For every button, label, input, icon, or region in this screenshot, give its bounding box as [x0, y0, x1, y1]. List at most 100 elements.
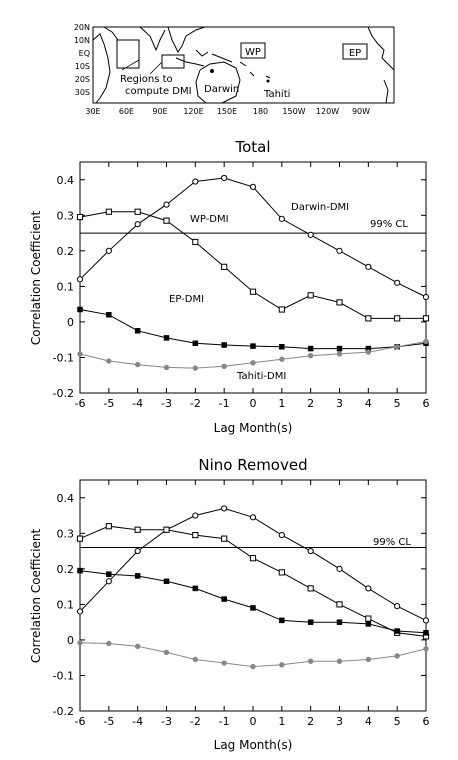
data-point-open-circle [76, 276, 84, 283]
x-tick-label: -3 [161, 715, 172, 728]
data-point-open-circle [134, 221, 141, 228]
data-point-open-circle [134, 547, 141, 555]
data-point-filled-circle [307, 352, 314, 359]
data-point-filled-square [163, 335, 170, 341]
data-point-open-circle [336, 565, 343, 572]
series-line-open-circle [79, 177, 427, 298]
series-label-wp: WP-DMI [190, 214, 229, 225]
data-point-filled-square [250, 605, 256, 611]
data-point-filled-circle [250, 360, 256, 366]
data-point-filled-square [394, 628, 400, 634]
data-point-filled-circle [221, 660, 227, 666]
data-point-filled-circle [250, 663, 256, 670]
y-tick-label: 0.3 [57, 209, 75, 222]
data-point-filled-square [279, 617, 285, 624]
x-tick-label: -1 [219, 715, 230, 728]
data-point-filled-circle [394, 344, 400, 350]
data-point-filled-circle [134, 643, 141, 650]
y-tick-label: 0 [67, 316, 74, 329]
x-axis-label: Lag Month(s) [214, 738, 293, 752]
threshold-label: 99% CL [370, 219, 408, 230]
series-line-filled-square [79, 570, 427, 634]
x-tick-label: 4 [365, 715, 372, 728]
data-point-open-square [221, 263, 228, 270]
data-point-open-square [192, 238, 199, 246]
data-point-open-circle [336, 247, 343, 254]
data-point-open-circle [249, 183, 257, 190]
data-point-open-circle [249, 514, 257, 521]
map-lon-label: 90E [152, 107, 167, 116]
chart-total: Total Lag Month(s) Correlation Coefficie… [29, 138, 430, 435]
data-point-open-circle [192, 178, 199, 185]
x-tick-label: 1 [278, 397, 285, 410]
data-point-filled-circle [77, 351, 83, 357]
series-label-darwin: Darwin-DMI [291, 202, 349, 213]
series-line-filled-circle [79, 642, 427, 668]
x-tick-label: -2 [190, 397, 201, 410]
data-point-open-square [336, 299, 343, 306]
series-label-ep: EP-DMI [169, 294, 204, 305]
data-point-filled-circle [106, 358, 112, 364]
ep-box [342, 43, 368, 60]
dmi-box-east [161, 54, 185, 69]
data-point-filled-square [192, 585, 199, 592]
series-label-tahiti: Tahiti-DMI [236, 371, 286, 382]
chart-nino-removed: Nino Removed Lag Month(s) Correlation Co… [29, 456, 430, 752]
map-lon-label: 180 [253, 107, 268, 116]
map-lat-label: 10S [75, 62, 90, 71]
data-point-filled-circle [423, 646, 429, 652]
data-point-open-square [336, 601, 343, 608]
x-tick-label: -5 [103, 715, 114, 728]
data-point-open-circle [422, 293, 430, 301]
wp-box-label: WP [245, 47, 261, 58]
tahiti-station-marker [266, 79, 270, 83]
map-lon-label: 120W [316, 107, 339, 116]
data-point-filled-circle [365, 656, 372, 663]
data-point-filled-square [250, 343, 256, 349]
y-axis-label: Correlation Coefficient [29, 211, 43, 346]
data-point-open-square [422, 315, 430, 322]
map-lon-label: 120E [183, 107, 203, 116]
wp-box [240, 42, 266, 59]
x-tick-label: -3 [161, 397, 172, 410]
data-point-filled-square [423, 630, 429, 636]
y-tick-label: -0.1 [53, 669, 74, 682]
data-point-open-circle [76, 608, 84, 615]
y-tick-label: 0.4 [57, 492, 75, 505]
data-point-open-circle [394, 603, 401, 610]
x-tick-label: 6 [423, 397, 430, 410]
data-point-open-square [365, 615, 372, 622]
y-tick-label: 0.2 [57, 563, 75, 576]
x-tick-label: -6 [75, 715, 86, 728]
data-point-open-square [134, 526, 141, 533]
data-point-filled-circle [307, 658, 314, 664]
data-point-open-circle [221, 174, 228, 182]
y-tick-label: 0.3 [57, 527, 75, 540]
data-point-open-square [76, 213, 84, 221]
data-point-filled-circle [336, 658, 343, 664]
data-point-open-circle [307, 231, 314, 238]
data-point-filled-circle [365, 349, 372, 355]
x-axis-label: Lag Month(s) [214, 421, 293, 435]
x-tick-label: -1 [219, 397, 230, 410]
y-tick-label: -0.2 [53, 705, 74, 718]
map-lat-label: 30S [75, 88, 90, 97]
data-point-open-square [221, 535, 228, 542]
data-point-filled-square [106, 571, 112, 577]
y-axis-label: Correlation Coefficient [29, 529, 43, 664]
data-point-open-square [76, 535, 84, 542]
data-point-open-circle [278, 215, 285, 222]
x-tick-label: 4 [365, 397, 372, 410]
data-point-filled-circle [134, 361, 141, 368]
x-tick-label: 3 [336, 715, 343, 728]
x-tick-label: -6 [75, 397, 86, 410]
x-tick-label: -4 [132, 715, 143, 728]
data-point-open-circle [278, 531, 285, 539]
tahiti-station-label: Tahiti [263, 89, 290, 100]
data-point-filled-circle [279, 356, 285, 362]
annotation-leader-2 [149, 61, 163, 75]
data-point-open-square [163, 526, 170, 533]
data-point-open-square [365, 315, 372, 322]
x-tick-label: -2 [190, 715, 201, 728]
map-lat-label: 10N [74, 36, 90, 45]
